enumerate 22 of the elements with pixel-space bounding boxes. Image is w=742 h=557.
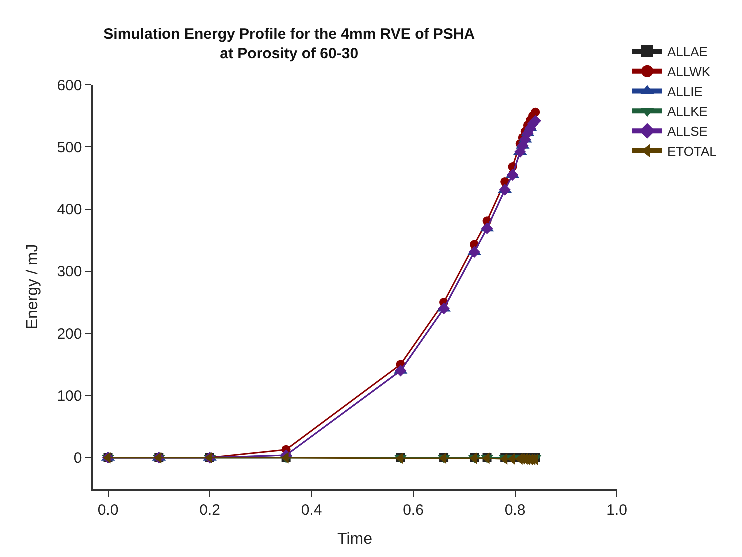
x-tick-label: 0.6 (403, 502, 424, 519)
legend-label: ALLWK (667, 64, 711, 80)
y-tick-label: 200 (57, 326, 82, 343)
y-tick-label: 0 (74, 450, 82, 468)
x-tick-label: 0.0 (98, 502, 119, 519)
y-axis-title: Energy / mJ (24, 244, 42, 330)
legend-label: ALLIE (667, 84, 704, 100)
y-tick-label: 400 (57, 202, 82, 219)
legend-label: ALLAE (667, 44, 708, 60)
chart-title: Simulation Energy Profile for the 4mm RVE of PSHA at Porosity of 60-30 (104, 26, 476, 62)
x-tick-label: 0.4 (301, 502, 322, 519)
legend-label: ALLKE (667, 104, 708, 120)
x-tick-label: 0.2 (200, 502, 220, 519)
y-tick-label: 500 (57, 139, 82, 156)
y-tick-label: 600 (57, 77, 82, 94)
x-tick-label: 0.8 (504, 502, 526, 519)
legend-label: ETOTAL (667, 144, 717, 160)
x-axis-title: Time (338, 530, 373, 548)
y-tick-label: 300 (57, 264, 82, 281)
legend-label: ALLSE (667, 124, 708, 140)
x-tick-label: 1.0 (606, 502, 628, 519)
y-tick-label: 100 (57, 388, 82, 406)
